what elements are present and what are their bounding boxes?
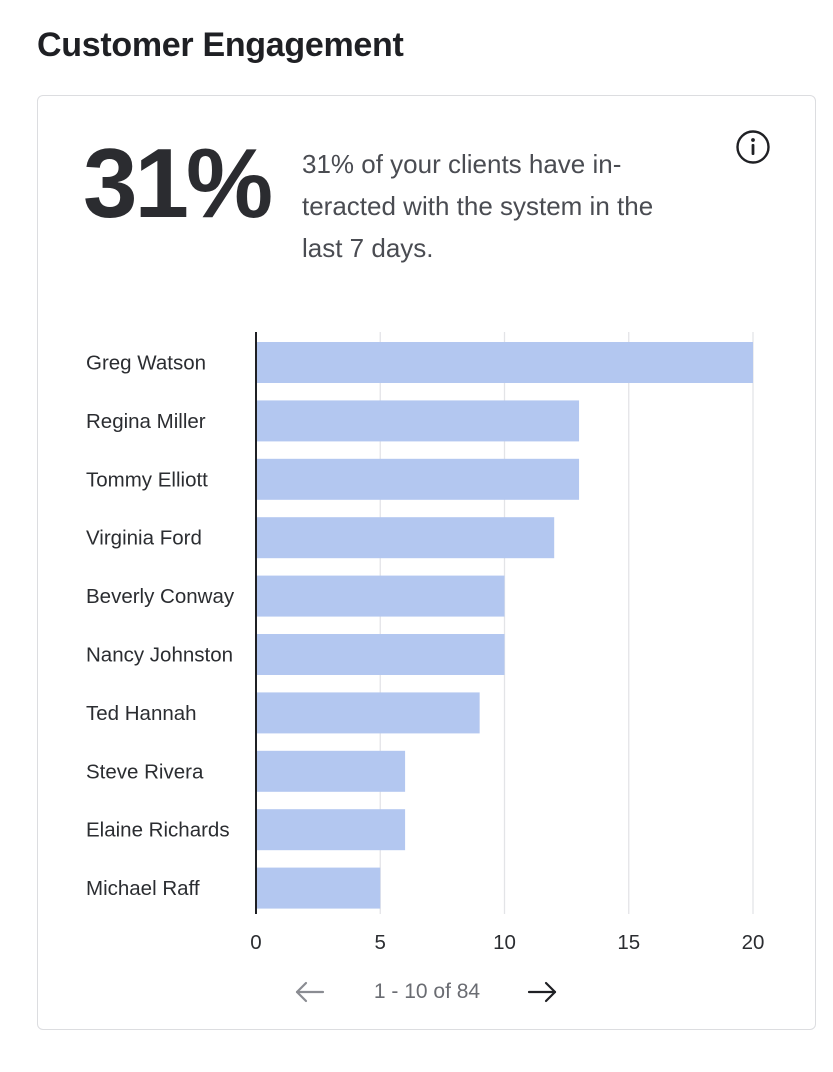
pagination: 1 - 10 of 84	[38, 974, 817, 1010]
arrow-right-icon	[527, 981, 557, 1003]
info-icon[interactable]	[735, 129, 771, 165]
arrow-left-icon	[295, 981, 325, 1003]
category-label: Elaine Richards	[86, 819, 230, 842]
bar	[256, 750, 406, 792]
x-tick-label: 0	[250, 931, 261, 954]
bar	[256, 809, 406, 851]
bar-chart: Greg Watson Regina Miller Tommy Elliott Vir…	[86, 332, 765, 954]
x-tick-label: 5	[375, 931, 386, 954]
category-label: Steve Rivera	[86, 760, 204, 783]
bar	[256, 458, 580, 500]
category-label: Regina Miller	[86, 410, 206, 433]
bar	[256, 342, 753, 383]
category-label: Michael Raff	[86, 877, 200, 900]
engagement-description: 31% of your clients have in-teracted wit…	[302, 149, 654, 263]
x-tick-label: 10	[493, 931, 516, 954]
bar	[256, 692, 480, 734]
engagement-card: 31% 31% of your clients have in-teracted…	[37, 95, 816, 1030]
engagement-percentage: 31%	[83, 128, 273, 238]
category-label: Nancy Johnston	[86, 644, 233, 667]
category-label: Beverly Conway	[86, 585, 235, 608]
x-tick-label: 15	[617, 931, 640, 954]
bar	[256, 634, 505, 675]
category-label: Greg Watson	[86, 352, 206, 375]
previous-page-button[interactable]	[290, 974, 330, 1010]
page-title: Customer Engagement	[37, 26, 404, 64]
bar	[256, 575, 505, 617]
next-page-button[interactable]	[522, 974, 562, 1010]
pagination-text: 1 - 10 of 84	[373, 980, 481, 1003]
x-tick-label: 20	[742, 931, 765, 954]
bar	[256, 517, 555, 559]
bar	[256, 400, 580, 442]
bar	[256, 867, 381, 909]
category-label: Tommy Elliott	[86, 468, 208, 491]
category-label: Virginia Ford	[86, 527, 202, 550]
category-label: Ted Hannah	[86, 702, 197, 725]
